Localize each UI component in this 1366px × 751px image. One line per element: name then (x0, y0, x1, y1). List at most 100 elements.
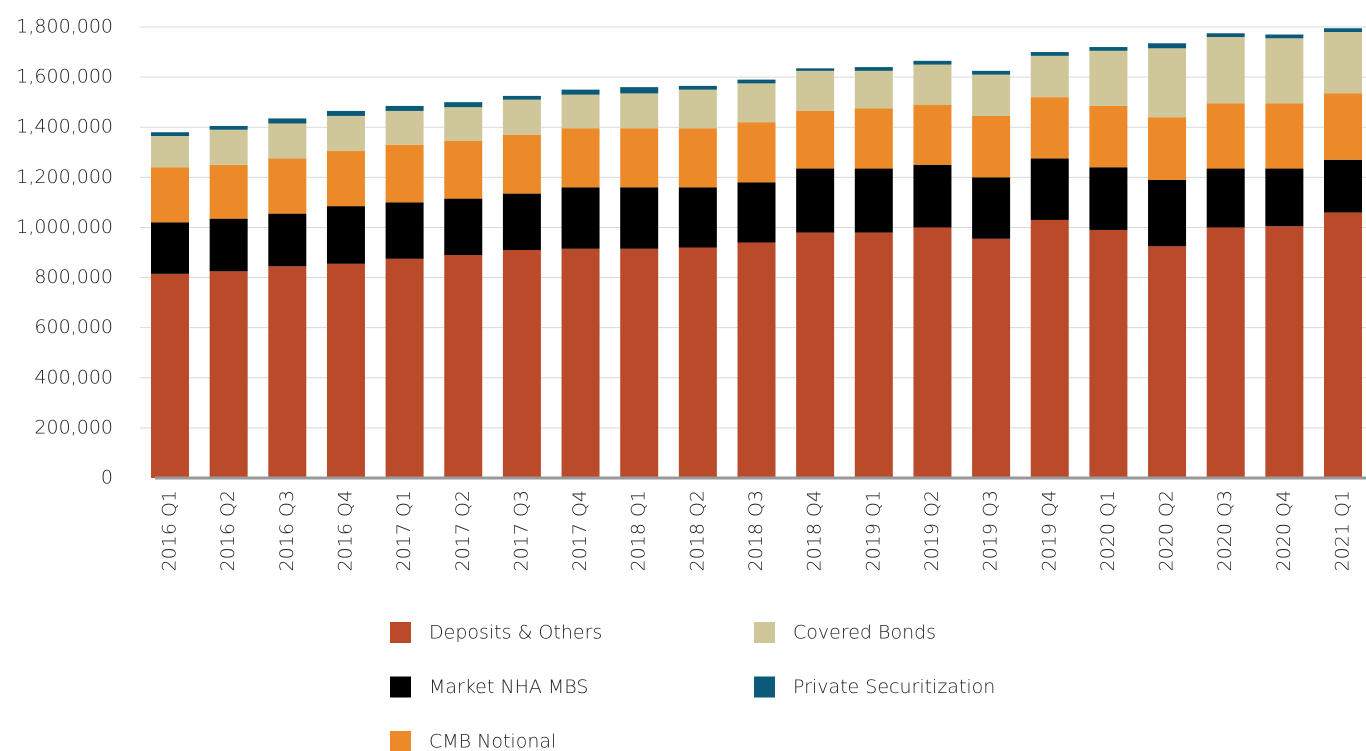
x-tick-label: 2016 Q1 (159, 490, 181, 571)
x-tick-label: 2019 Q3 (980, 490, 1002, 571)
bar-segment (151, 273, 189, 478)
bar-segment (1206, 37, 1245, 104)
bar-segment (561, 248, 600, 478)
bar-segment (913, 60, 952, 65)
bar-segment (268, 123, 307, 159)
bar-segment (385, 202, 424, 259)
legend-swatch (754, 622, 775, 643)
bar-segment (326, 263, 365, 478)
bar-segment (1089, 167, 1128, 230)
legend-label: CMB Notional (429, 731, 556, 751)
y-tick-label: 1,200,000 (16, 166, 113, 188)
y-tick-label: 800,000 (34, 266, 113, 288)
y-tick-label: 1,800,000 (16, 16, 113, 38)
x-tick-label: 2016 Q4 (334, 490, 356, 571)
bar-segment (737, 122, 776, 183)
bar-segment (444, 107, 483, 142)
bar-segment (209, 129, 248, 165)
x-tick-label: 2017 Q3 (510, 490, 532, 571)
bar-segment (1265, 168, 1304, 227)
y-tick-label: 400,000 (34, 366, 113, 388)
x-tick-label: 2019 Q1 (862, 490, 884, 571)
x-tick-label: 2017 Q4 (569, 490, 591, 571)
bar-segment (678, 89, 717, 129)
bar-segment (444, 255, 483, 478)
bar-segment (972, 70, 1011, 75)
bar-segment (620, 128, 659, 188)
bar-segment (1089, 50, 1128, 106)
y-tick-label: 200,000 (34, 416, 113, 438)
bar-segment (1030, 97, 1069, 159)
bar-segment (1206, 168, 1245, 228)
bar-segment (796, 168, 835, 233)
bar-segment (1206, 227, 1245, 478)
bar-segment (385, 258, 424, 478)
bar-segment (268, 213, 307, 267)
x-tick-label: 2020 Q3 (1214, 490, 1236, 571)
bar-segment (502, 193, 541, 250)
bar-segment (502, 99, 541, 135)
bar-segment (737, 242, 776, 478)
bar-segment (561, 128, 600, 188)
bar-segment (1148, 117, 1187, 180)
x-tick-label: 2016 Q3 (276, 490, 298, 571)
bar-segment (796, 68, 835, 71)
bar-segment (1030, 158, 1069, 220)
bar-segment (502, 95, 541, 100)
bar-segment (678, 85, 717, 90)
bar-segment (1030, 55, 1069, 98)
legend-label: Private Securitization (793, 676, 995, 698)
bar-segment (326, 151, 365, 207)
x-tick-label: 2018 Q1 (628, 490, 650, 571)
bar-segment (1265, 226, 1304, 478)
bar-segment (1148, 179, 1187, 247)
legend-swatch (390, 622, 411, 643)
bar-segment (678, 128, 717, 188)
x-tick-label: 2019 Q4 (1038, 490, 1060, 571)
bar-segment (1089, 229, 1128, 478)
bar-segment (972, 115, 1011, 178)
bar-segment (1206, 33, 1245, 38)
x-tick-label: 2018 Q4 (804, 490, 826, 571)
bar-segment (796, 232, 835, 478)
bar-segment (620, 187, 659, 249)
bar-segment (151, 135, 189, 168)
bar-segment (561, 89, 600, 95)
bar-segment (620, 248, 659, 478)
legend-label: Market NHA MBS (429, 676, 588, 698)
bar-segment (209, 125, 248, 130)
bar-segment (268, 266, 307, 478)
bar-segment (1324, 32, 1362, 94)
bar-segment (1206, 103, 1245, 169)
bar-segment (913, 164, 952, 228)
x-tick-label: 2020 Q2 (1156, 490, 1178, 571)
bar-segment (1324, 159, 1362, 213)
bar-segment (1030, 52, 1069, 56)
bar-segment (1265, 103, 1304, 169)
bar-segment (444, 198, 483, 256)
x-tick-label: 2018 Q2 (686, 490, 708, 571)
bar-segment (502, 134, 541, 194)
bar-segment (972, 238, 1011, 478)
bar-segment (151, 167, 189, 223)
x-tick-label: 2017 Q1 (393, 490, 415, 571)
x-tick-label: 2018 Q3 (745, 490, 767, 571)
x-tick-label: 2017 Q2 (452, 490, 474, 571)
bar-segment (854, 168, 893, 233)
bar-segment (1324, 212, 1362, 478)
x-tick-label: 2016 Q2 (217, 490, 239, 571)
legend-swatch (390, 676, 411, 698)
legend-label: Covered Bonds (793, 622, 936, 644)
x-tick-label: 2020 Q4 (1273, 490, 1295, 571)
bar-segment (854, 67, 893, 71)
bar-segment (678, 187, 717, 248)
bar-segment (854, 70, 893, 109)
bar-segment (561, 94, 600, 129)
bar-segment (268, 158, 307, 214)
bar-segment (326, 206, 365, 264)
bar-segment (385, 105, 424, 111)
y-tick-label: 0 (101, 467, 113, 489)
bar-segment (502, 249, 541, 478)
bar-segment (561, 187, 600, 249)
legend-swatch (390, 731, 411, 751)
